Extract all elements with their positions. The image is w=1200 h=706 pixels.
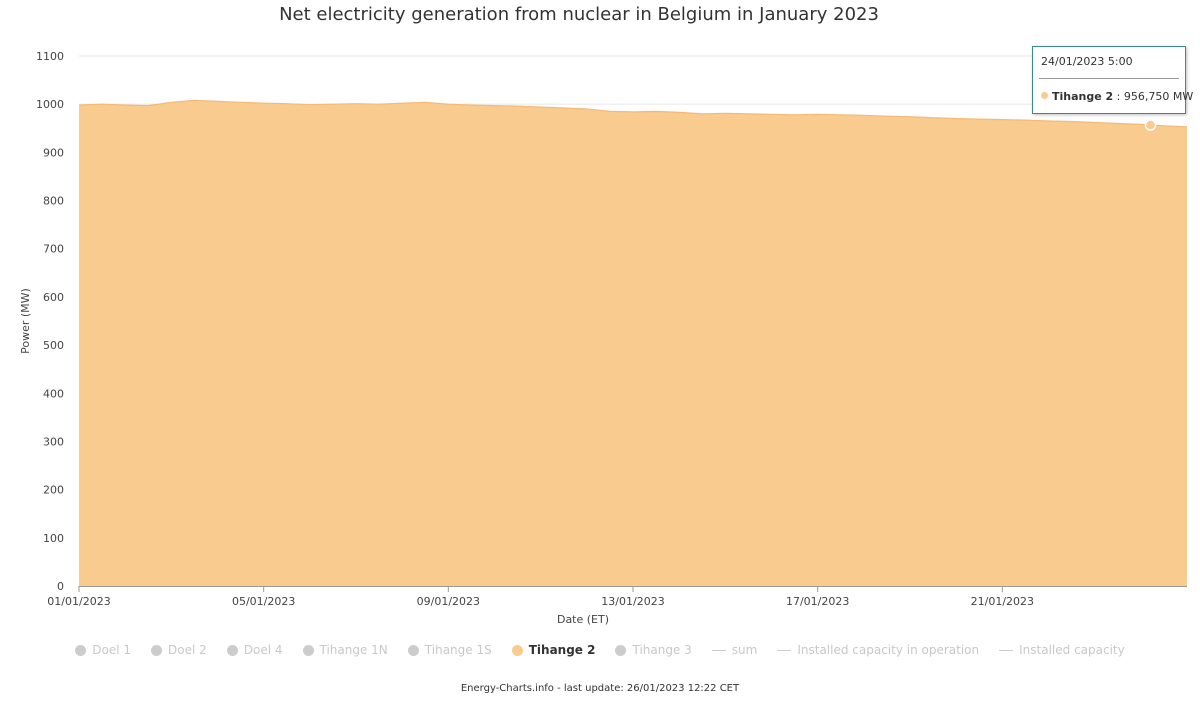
series-area bbox=[78, 99, 1188, 587]
x-tick-label: 13/01/2023 bbox=[601, 595, 664, 608]
x-axis-title: Date (ET) bbox=[557, 613, 609, 626]
y-tick-label: 900 bbox=[43, 146, 64, 159]
tooltip: 24/01/2023 5:00 Tihange 2 : 956,750 MW bbox=[1032, 46, 1193, 114]
legend-dot-icon bbox=[407, 644, 419, 656]
legend-item-label: Tihange 2 bbox=[528, 643, 596, 657]
legend-item-label: Doel 2 bbox=[168, 643, 207, 657]
legend-item-label: Installed capacity bbox=[1019, 643, 1125, 657]
legend-item-label: Tihange 3 bbox=[632, 643, 692, 657]
tooltip-row: Tihange 2 : 956,750 MW bbox=[1041, 90, 1193, 103]
x-tick-label: 21/01/2023 bbox=[971, 595, 1034, 608]
legend-item-tihange-1n[interactable]: Tihange 1N bbox=[302, 643, 388, 657]
legend-line-icon bbox=[777, 649, 792, 651]
y-tick-label: 0 bbox=[57, 580, 64, 593]
legend-item-tihange-2[interactable]: Tihange 2 bbox=[511, 643, 596, 657]
legend-dot-icon bbox=[511, 644, 523, 656]
legend-dot-icon bbox=[615, 644, 627, 656]
y-axis-title: Power (MW) bbox=[19, 288, 32, 354]
footer-credit: Energy-Charts.info - last update: 26/01/… bbox=[460, 683, 740, 694]
y-tick-label: 1100 bbox=[36, 50, 64, 63]
series-line-tihange-2 bbox=[78, 99, 1188, 128]
y-tick-label: 500 bbox=[43, 339, 64, 352]
legend-item-label: Tihange 1N bbox=[319, 643, 388, 657]
legend-item-tihange-3[interactable]: Tihange 3 bbox=[615, 643, 692, 657]
legend-item-tihange-1s[interactable]: Tihange 1S bbox=[407, 643, 492, 657]
x-tick-label: 09/01/2023 bbox=[417, 595, 480, 608]
legend-item-label: Installed capacity in operation bbox=[797, 643, 980, 657]
legend-item-label: Tihange 1S bbox=[424, 643, 492, 657]
legend-line-icon bbox=[711, 649, 726, 651]
legend-item-label: Doel 4 bbox=[243, 643, 283, 657]
y-tick-label: 1000 bbox=[36, 98, 64, 111]
series-area-tihange-2 bbox=[79, 100, 1187, 587]
tooltip-series-dot-icon bbox=[1041, 92, 1048, 99]
legend-dot-icon bbox=[226, 644, 238, 656]
y-tick-label: 800 bbox=[43, 195, 64, 208]
legend: Doel 1 Doel 2 Doel 4 Tihange 1N Tihange … bbox=[0, 643, 1200, 657]
tooltip-value: 956,750 MW bbox=[1123, 90, 1194, 103]
highlighted-point-marker bbox=[1144, 119, 1157, 131]
y-tick-label: 400 bbox=[43, 387, 64, 400]
legend-line-icon bbox=[999, 649, 1014, 651]
legend-item-doel-1[interactable]: Doel 1 bbox=[75, 643, 131, 657]
x-tick-label: 01/01/2023 bbox=[47, 595, 110, 608]
legend-item-label: sum bbox=[731, 643, 758, 657]
x-tick-label: 17/01/2023 bbox=[786, 595, 849, 608]
highlight-layer bbox=[1144, 119, 1157, 131]
legend-item-doel-4[interactable]: Doel 4 bbox=[226, 643, 283, 657]
tooltip-date: 24/01/2023 5:00 bbox=[1041, 55, 1133, 68]
axes bbox=[78, 586, 1187, 592]
y-tick-label: 100 bbox=[43, 532, 64, 545]
axis-labels: 0 100 200 300 400 500 600 700 800 900 1000 1100 01/0… bbox=[19, 50, 1034, 626]
y-tick-label: 300 bbox=[43, 435, 64, 448]
x-tick-label: 05/01/2023 bbox=[232, 595, 295, 608]
chart-title: Net electricity generation from nuclear … bbox=[279, 4, 879, 25]
tooltip-series-name: Tihange 2 bbox=[1052, 90, 1114, 103]
y-tick-label: 200 bbox=[43, 484, 64, 497]
tooltip-separator-text: : bbox=[1113, 90, 1124, 103]
legend-item-doel-2[interactable]: Doel 2 bbox=[151, 643, 207, 657]
y-tick-label: 600 bbox=[43, 291, 64, 304]
legend-item-label: Doel 1 bbox=[92, 643, 131, 657]
legend-dot-icon bbox=[302, 644, 314, 656]
legend-dot-icon bbox=[75, 644, 87, 656]
legend-item-installed-capacity[interactable]: Installed capacity bbox=[999, 643, 1125, 657]
tooltip-separator bbox=[1039, 78, 1179, 79]
legend-dot-icon bbox=[151, 644, 162, 656]
legend-item-sum[interactable]: sum bbox=[711, 643, 758, 657]
legend-item-installed-capacity-in-operation[interactable]: Installed capacity in operation bbox=[777, 643, 979, 657]
y-tick-label: 700 bbox=[43, 243, 64, 256]
